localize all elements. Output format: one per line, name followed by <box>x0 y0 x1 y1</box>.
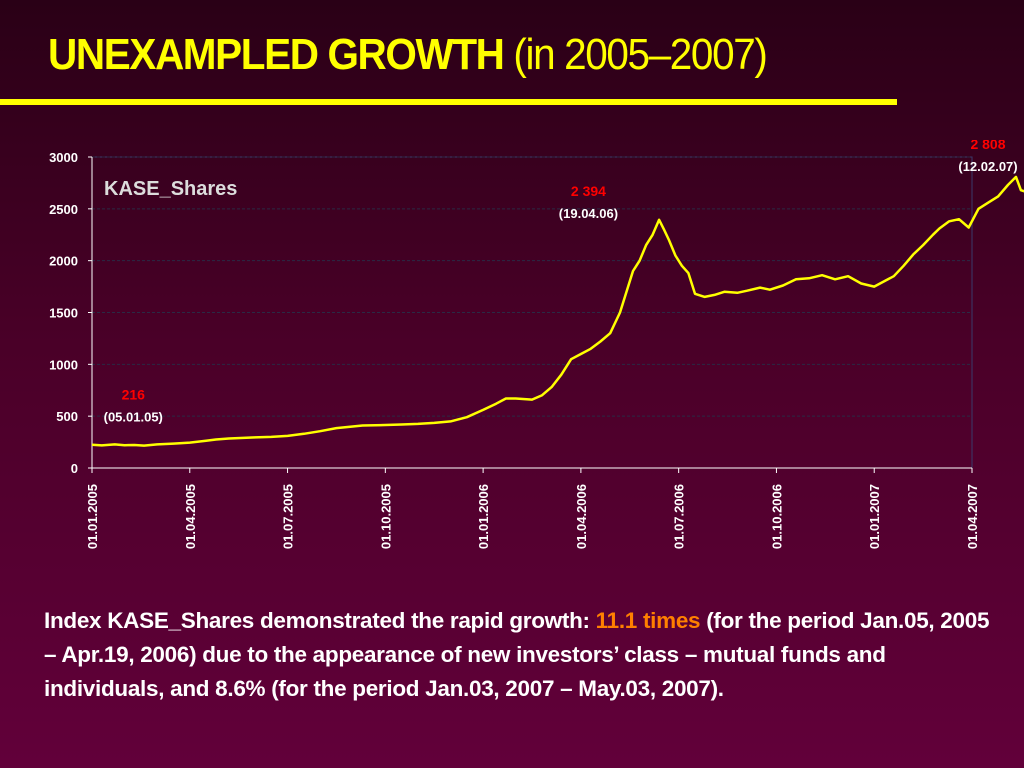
y-tick-label: 0 <box>71 461 78 476</box>
x-tick-label: 01.07.2005 <box>281 484 296 549</box>
caption-part1: Index KASE_Shares demonstrated the rapid… <box>44 608 596 633</box>
x-tick-label: 01.10.2006 <box>769 484 784 549</box>
x-tick-label: 01.01.2006 <box>476 484 491 549</box>
title-main: UNEXAMPLED GROWTH <box>48 30 505 79</box>
x-tick-label: 01.07.2006 <box>672 484 687 549</box>
y-tick-label: 2000 <box>49 254 78 269</box>
y-tick-label: 3000 <box>49 150 78 165</box>
x-tick-label: 01.04.2005 <box>183 484 198 549</box>
x-tick-label: 01.01.2007 <box>867 484 882 549</box>
chart-title: KASE_Shares <box>104 178 237 200</box>
kase-shares-chart: 0 500 1000 1500 2000 2500 3000 01.01.2005 01.04.… <box>49 140 1024 549</box>
caption-part2: (for the period Jan.05, 2005 – Apr.19, 2… <box>44 608 990 701</box>
x-tick-label: 01.04.2007 <box>965 484 980 549</box>
annotation-value: 2 808 <box>970 140 1005 152</box>
x-tick-label: 01.01.2005 <box>85 484 100 549</box>
annotation-date: (05.01.05) <box>104 410 163 425</box>
chart-caption: Index KASE_Shares demonstrated the rapid… <box>44 604 1004 706</box>
annotation-value: 2 394 <box>571 183 606 199</box>
y-tick-label: 500 <box>56 409 78 424</box>
annotation-date: (19.04.06) <box>559 206 618 221</box>
title-sub: (in 2005–2007) <box>513 30 767 79</box>
annotation-value: 216 <box>122 387 146 403</box>
y-tick-label: 1500 <box>49 306 78 321</box>
annotation-date: (12.02.07) <box>958 159 1017 174</box>
y-tick-label: 2500 <box>49 202 78 217</box>
x-tick-label: 01.04.2006 <box>574 484 589 549</box>
series-line-kase-shares <box>91 175 1024 447</box>
y-tick-label: 1000 <box>49 357 78 372</box>
caption-highlight: 11.1 times <box>595 608 701 633</box>
page-title: UNEXAMPLED GROWTH (in 2005–2007) <box>48 30 768 80</box>
x-tick-label: 01.10.2005 <box>378 484 393 549</box>
title-underline <box>0 99 897 105</box>
